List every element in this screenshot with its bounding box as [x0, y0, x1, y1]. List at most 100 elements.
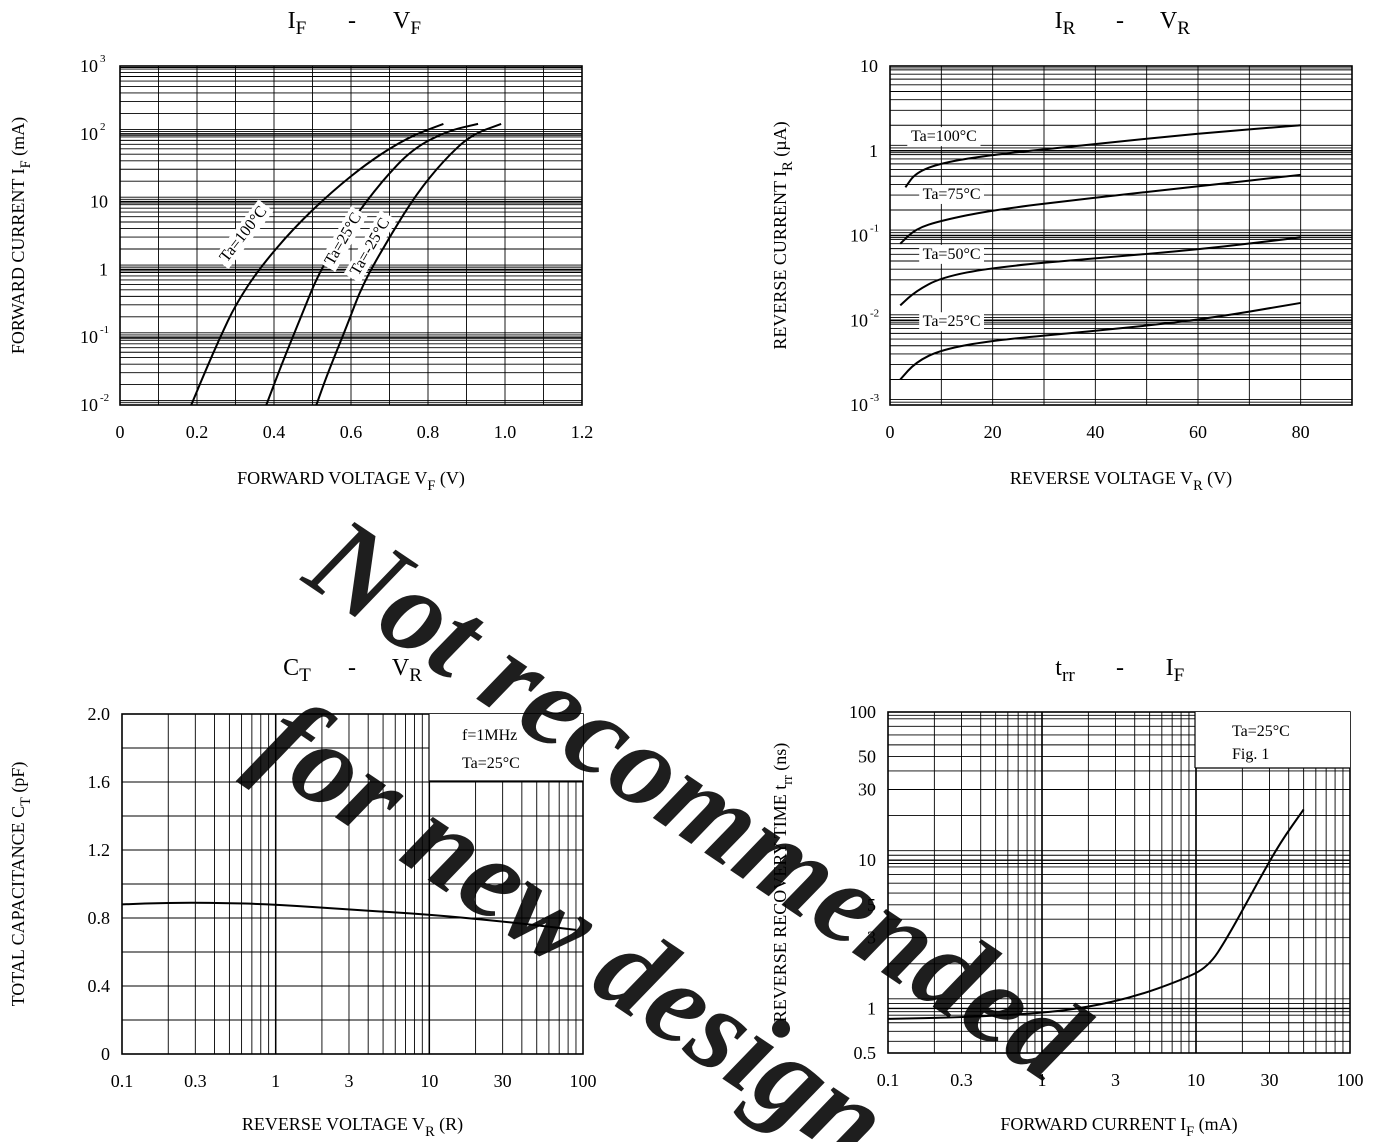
y-tick-exponent: -1: [870, 223, 879, 235]
x-axis-label: FORWARD VOLTAGE VF (V): [237, 468, 465, 494]
series-line-1: [887, 808, 1305, 1020]
x-axis-label: REVERSE VOLTAGE VR (R): [242, 1114, 463, 1140]
x-tick-label: 0.1: [111, 1071, 134, 1091]
chart-title-dash: -: [1116, 655, 1124, 681]
x-tick-label: 0: [886, 422, 895, 442]
series-label-bg: [919, 244, 984, 264]
grid: [120, 66, 582, 405]
y-tick-label: 100: [849, 702, 876, 722]
x-tick-label: 30: [494, 1071, 512, 1091]
y-tick-exponent: -3: [870, 392, 880, 404]
series-line-3: [899, 236, 1301, 307]
y-axis-label: REVERSE CURRENT IR (µA): [770, 121, 796, 349]
chart-title-right: VR: [392, 655, 422, 686]
y-tick-label: 10: [858, 850, 876, 870]
grid: [888, 712, 1350, 1053]
x-tick-label: 0.1: [877, 1070, 900, 1090]
series-line-1: [121, 901, 577, 931]
annotation-text: Ta=25°C: [462, 755, 520, 772]
x-axis-label: FORWARD CURRENT IF (mA): [1000, 1114, 1237, 1140]
y-axis-label: TOTAL CAPACITANCE CT (pF): [8, 762, 34, 1007]
x-tick-label: 40: [1086, 422, 1104, 442]
y-tick-label: 1.6: [88, 772, 111, 792]
series-line-1: [904, 124, 1301, 188]
y-tick-label: 30: [858, 779, 876, 799]
series-line-2: [265, 122, 479, 406]
grid: [890, 66, 1352, 405]
chart-title-right: VF: [393, 8, 421, 39]
x-tick-label: 0.8: [417, 422, 440, 442]
chart-title-dash: -: [1116, 8, 1124, 34]
y-tick-label: 1: [869, 141, 878, 161]
annotation-text: Fig. 1: [1232, 746, 1269, 763]
x-tick-label: 1: [1038, 1070, 1047, 1090]
series-label-bg: [919, 184, 984, 204]
annotation-text: Ta=25°C: [1232, 723, 1290, 740]
y-tick-label: 10: [80, 56, 98, 76]
series-label-bg: [318, 206, 368, 272]
series-label-text: Ta=75°C: [923, 186, 981, 203]
series-label-bg: [343, 210, 397, 284]
series-label: Ta=100°C: [213, 199, 274, 269]
x-tick-label: 60: [1189, 422, 1207, 442]
chart-title-right: VR: [1160, 8, 1190, 39]
chart-title-left: CT: [283, 655, 311, 686]
x-axis-label: REVERSE VOLTAGE VR (V): [1010, 468, 1232, 494]
y-tick-label: 10: [860, 56, 878, 76]
chart-title: IR - VR: [1055, 8, 1191, 39]
x-tick-label: 10: [420, 1071, 438, 1091]
y-tick-label: 0.8: [88, 908, 111, 928]
chart-title: trr - IF: [1055, 655, 1184, 686]
chart-title-left: IF: [288, 8, 307, 39]
annotation-box: [1195, 712, 1350, 768]
x-tick-label: 3: [1111, 1070, 1120, 1090]
series-label-bg: [907, 127, 981, 147]
series-label-text: Ta=25°C: [923, 313, 981, 330]
y-axis-label: FORWARD CURRENT IF (mA): [8, 117, 34, 354]
y-tick-label: 50: [858, 747, 876, 767]
series-label-text: Ta=50°C: [923, 246, 981, 263]
y-tick-label: 0: [101, 1044, 110, 1064]
x-tick-label: 0.6: [340, 422, 363, 442]
y-tick-label: 1: [867, 998, 876, 1018]
y-tick-label: 3: [867, 928, 876, 948]
x-tick-label: 3: [344, 1071, 353, 1091]
chart-title: IF - VF: [288, 8, 421, 39]
series-label-bg: [213, 199, 274, 269]
plot-frame: [119, 65, 583, 406]
y-tick-label: 10: [850, 395, 868, 415]
x-tick-label: 0.4: [263, 422, 286, 442]
y-tick-label: 10: [80, 395, 98, 415]
chart-title-left: trr: [1055, 655, 1075, 686]
series-line-3: [315, 122, 502, 406]
x-tick-label: 1.0: [494, 422, 517, 442]
y-tick-exponent: 3: [100, 53, 106, 65]
y-tick-exponent: -2: [100, 392, 109, 404]
annotation-box: [429, 714, 583, 781]
series-label: Ta=50°C: [919, 244, 984, 264]
annotation-text: f=1MHz: [462, 727, 517, 744]
x-tick-label: 0.3: [184, 1071, 207, 1091]
y-tick-label: 10: [80, 124, 98, 144]
series-line-1: [190, 122, 444, 406]
y-tick-label: 5: [867, 895, 876, 915]
y-tick-label: 10: [850, 310, 868, 330]
watermark: Not recommended for new design: [235, 490, 1110, 1142]
y-tick-label: 1.2: [88, 840, 111, 860]
x-tick-label: 1.2: [571, 422, 594, 442]
chart-title: CT - VR: [283, 655, 422, 686]
y-tick-label: 2.0: [88, 704, 111, 724]
x-tick-label: 10: [1187, 1070, 1205, 1090]
y-tick-label: 0.4: [88, 976, 111, 996]
chart-title-right: IF: [1166, 655, 1185, 686]
y-axis-label: REVERSE RECOVERY TIME trr (ns): [770, 743, 796, 1023]
y-tick-exponent: -1: [100, 324, 109, 336]
y-tick-label: 10: [850, 226, 868, 246]
series-label-bg: [919, 312, 984, 332]
x-tick-label: 0.2: [186, 422, 209, 442]
chart-trr-if: Ta=25°C Fig. 1 0.1 0.3 1 3 10 30 100 0.5 1 3 5 10 30 50…: [770, 655, 1364, 1140]
x-tick-label: 30: [1260, 1070, 1278, 1090]
chart-title-dash: -: [348, 8, 356, 34]
